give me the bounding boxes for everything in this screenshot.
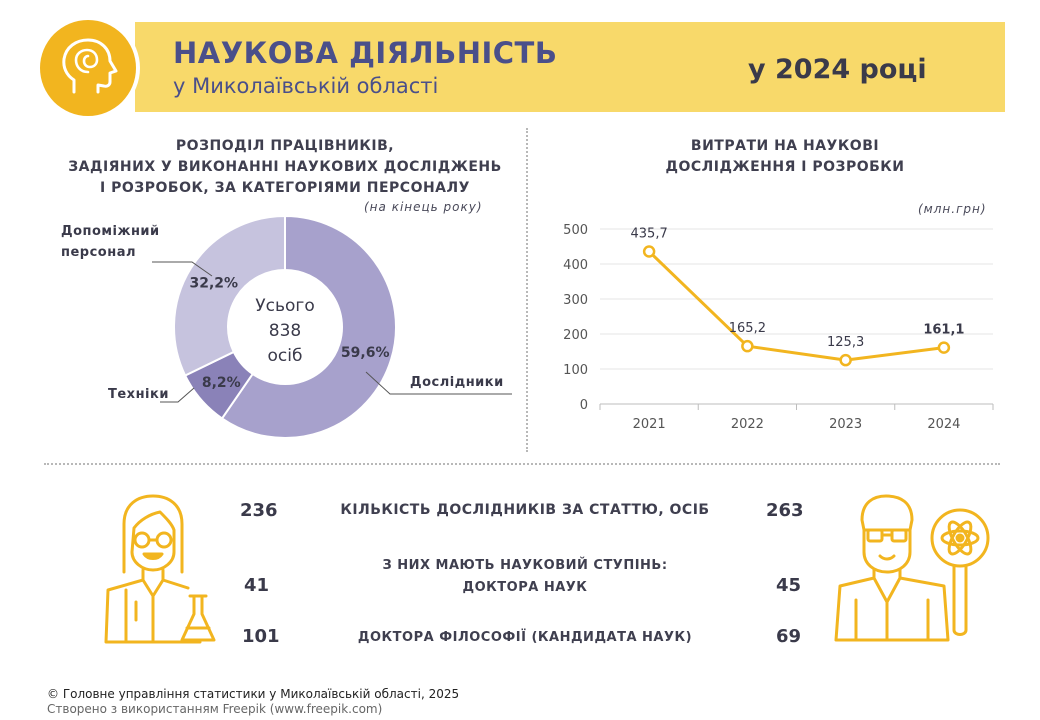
line-chart-unit: (млн.грн) [918, 202, 987, 216]
donut-note: (на кінець року) [364, 200, 483, 214]
line-chart-title: ВИТРАТИ НА НАУКОВІ ДОСЛІДЖЕННЯ І РОЗРОБК… [590, 136, 980, 178]
footer-credit: Створено з використанням Freepik (www.fr… [47, 702, 383, 716]
researchers-female: 236 [240, 500, 278, 521]
data-point [642, 245, 656, 258]
legend-aux-line: Допоміжний [61, 224, 160, 239]
footer-copyright: © Головне управління статистики у Микола… [47, 687, 460, 701]
donut-slice-aux-staff [173, 214, 286, 377]
data-label: 435,7 [631, 227, 668, 242]
donut-slice-researchers [220, 214, 397, 439]
woman-scientist-icon [104, 494, 216, 644]
x-tick-label: 2024 [927, 417, 960, 432]
page-title: НАУКОВА ДІЯЛЬНІСТЬ [173, 36, 558, 70]
data-label: 165,2 [729, 321, 766, 336]
leader-line-res [365, 371, 512, 395]
donut-title-line: І РОЗРОБОК, ЗА КАТЕГОРІЯМИ ПЕРСОНАЛУ [100, 180, 470, 196]
series-line [648, 250, 945, 362]
x-tick-label: 2023 [829, 417, 862, 432]
legend-aux-line: персонал [61, 245, 137, 260]
donut-title-line: РОЗПОДІЛ ПРАЦІВНИКІВ, [175, 138, 395, 154]
donut-slices: 59,6% 8,2% 32,2% [173, 214, 397, 439]
phd-female: 101 [242, 626, 280, 647]
x-tick-label: 2022 [731, 417, 764, 432]
degree-label: З НИХ МАЮТЬ НАУКОВИЙ СТУПІНЬ: [382, 558, 668, 573]
researchers-male: 263 [766, 500, 804, 521]
header-icon-badge [40, 20, 136, 116]
donut-title: РОЗПОДІЛ ПРАЦІВНИКІВ, ЗАДІЯНИХ У ВИКОНАН… [50, 136, 520, 199]
man-scientist-icon [834, 494, 990, 642]
legend-researchers: Дослідники [410, 375, 504, 390]
doctors-male: 45 [776, 575, 802, 596]
x-tick-label: 2021 [633, 417, 666, 432]
report-year: у 2024 році [748, 54, 927, 85]
donut-label-aux-staff: 32,2% [190, 275, 239, 291]
y-tick-label: 400 [563, 258, 588, 273]
donut-center-total: 838 [268, 321, 302, 341]
phd-label: ДОКТОРА ФІЛОСОФІЇ (КАНДИДАТА НАУК) [357, 630, 693, 645]
doctors-female: 41 [244, 575, 270, 596]
page-subtitle: у Миколаївській області [173, 74, 439, 98]
data-point [839, 353, 852, 367]
donut-label-researchers: 59,6% [341, 345, 390, 361]
donut-title-line: ЗАДІЯНИХ У ВИКОНАННІ НАУКОВИХ ДОСЛІДЖЕНЬ [68, 159, 502, 175]
researchers-label: КІЛЬКІСТЬ ДОСЛІДНИКІВ ЗА СТАТТЮ, ОСІБ [340, 502, 710, 518]
donut-center-label: Усього 838 осіб [230, 294, 340, 369]
donut-center-line3: осіб [267, 346, 303, 366]
line-grid: 0 100 200 300 400 500 2021 2022 2023 2024 [563, 223, 994, 432]
y-tick-label: 500 [563, 223, 588, 238]
y-tick-label: 100 [563, 363, 588, 378]
legend-aux-staff: Допоміжний персонал [61, 221, 160, 263]
doctors-label: ДОКТОРА НАУК [462, 580, 588, 595]
data-point [741, 339, 754, 353]
line-series: 435,7 165,2 125,3 161,1 [631, 227, 964, 367]
horizontal-divider [44, 463, 1000, 465]
y-tick-label: 0 [580, 398, 588, 413]
vertical-divider [526, 128, 528, 452]
phd-male: 69 [776, 626, 802, 647]
data-label: 161,1 [923, 323, 964, 338]
donut-label-technicians: 8,2% [202, 375, 241, 391]
y-tick-label: 200 [563, 328, 588, 343]
donut-center-line1: Усього [255, 296, 315, 316]
leader-line-aux [152, 261, 213, 277]
line-title-line: ДОСЛІДЖЕННЯ І РОЗРОБКИ [665, 159, 905, 175]
leader-line-tech [160, 387, 195, 403]
data-label: 125,3 [827, 335, 864, 350]
data-point [937, 341, 951, 354]
header-band [135, 22, 1005, 112]
head-brain-icon [62, 38, 118, 94]
legend-technicians: Техніки [108, 387, 169, 402]
line-title-line: ВИТРАТИ НА НАУКОВІ [690, 138, 880, 154]
y-tick-label: 300 [563, 293, 588, 308]
